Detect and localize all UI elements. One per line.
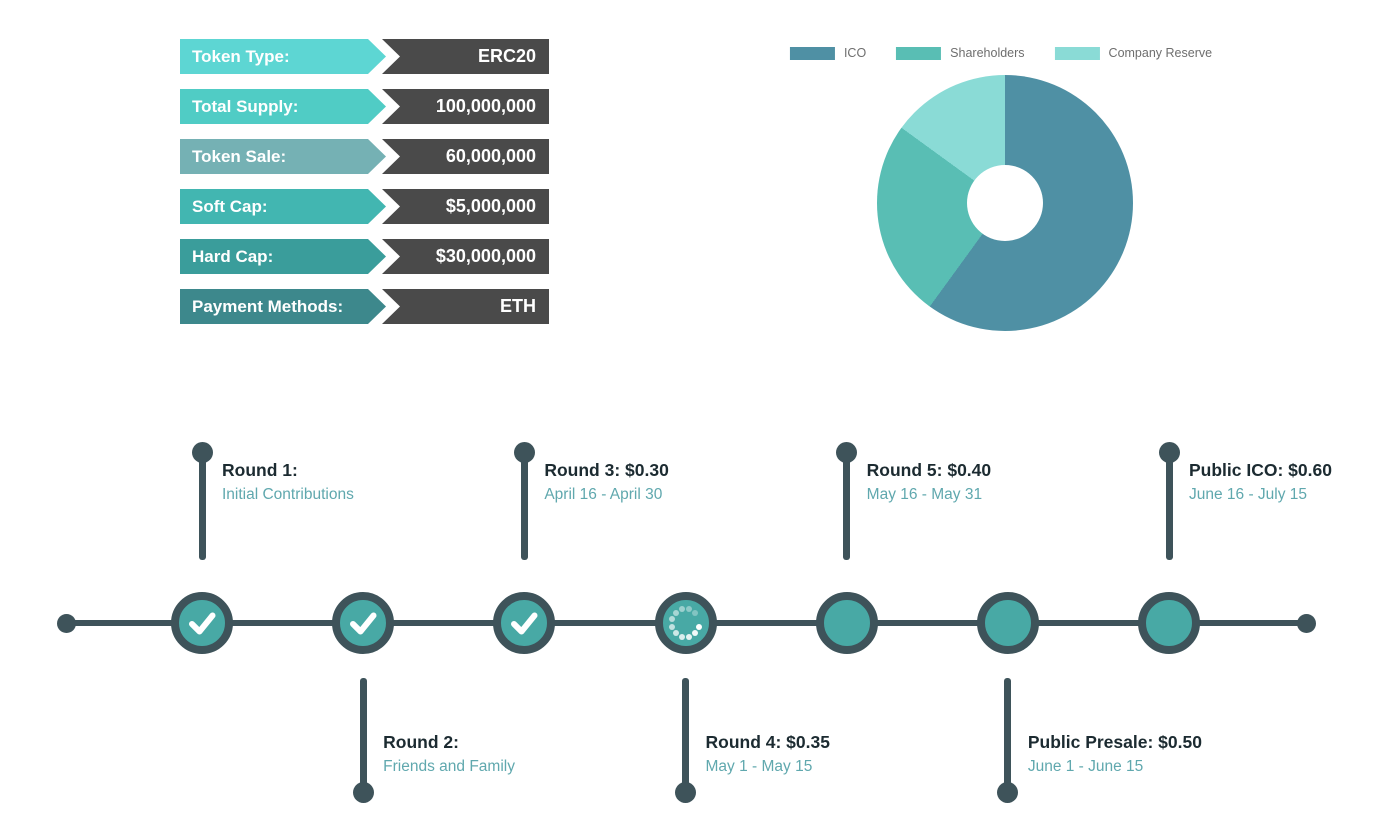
check-icon [511, 612, 538, 635]
pie-legend: ICO Shareholders Company Reserve [789, 46, 1213, 60]
legend-item-shareholders[interactable]: Shareholders [896, 46, 1025, 60]
milestone-subtitle: April 16 - April 30 [544, 486, 663, 503]
milestone-title: Round 1: [222, 460, 298, 480]
check-icon [350, 612, 377, 635]
milestone-connector-dot [836, 442, 858, 463]
token-table-row: Total Supply: 100,000,000 [180, 89, 549, 124]
legend-item-ico[interactable]: ICO [789, 46, 867, 60]
milestone-connector-line [682, 678, 689, 790]
token-row-label-token-type: Token Type: [180, 39, 386, 74]
timeline-node-public-ico-0-60-upcoming [1138, 592, 1200, 654]
milestone-label-round-1: Round 1: Initial Contributions [222, 458, 354, 507]
token-table-row: Token Sale: 60,000,000 [180, 139, 549, 174]
token-table-row: Payment Methods: ETH [180, 289, 549, 324]
milestone-title: Round 5: $0.40 [866, 460, 992, 480]
legend-swatch [789, 46, 835, 60]
milestone-connector-line [198, 452, 206, 560]
milestone-subtitle: May 16 - May 31 [866, 486, 983, 503]
spinner-icon [663, 600, 709, 646]
timeline-node-round-2-complete [332, 592, 395, 654]
milestone-label-round-2: Round 2: Friends and Family [383, 730, 515, 779]
token-table-row: Soft Cap: $5,000,000 [180, 189, 549, 224]
token-row-value-token-sale: 60,000,000 [382, 139, 549, 174]
milestone-title: Round 4: $0.35 [705, 732, 830, 752]
token-row-label-total-supply: Total Supply: [180, 89, 386, 124]
legend-swatch [896, 46, 942, 60]
timeline-node-round-5-0-40-upcoming [815, 592, 878, 654]
milestone-subtitle: June 16 - July 15 [1189, 486, 1308, 503]
timeline-end-dot [1297, 614, 1316, 633]
milestone-subtitle: May 1 - May 15 [705, 758, 813, 775]
token-row-value-payment-methods: ETH [382, 289, 549, 324]
milestone-connector-line [1004, 678, 1012, 790]
donut-hole [967, 165, 1043, 241]
timeline-node-round-4-0-35-in-progress [654, 592, 717, 654]
legend-label: ICO [843, 46, 867, 60]
token-row-label-hard-cap: Hard Cap: [180, 239, 386, 274]
milestone-label-round-3-0-30: Round 3: $0.30 April 16 - April 30 [544, 458, 668, 507]
token-info-table: Token Type: ERC20 Total Supply: 100,000,… [180, 39, 549, 339]
check-icon [189, 612, 216, 635]
timeline-start-dot [57, 614, 76, 633]
token-table-row: Hard Cap: $30,000,000 [180, 239, 549, 274]
milestone-connector-dot [352, 782, 374, 803]
milestone-connector-dot [675, 782, 696, 803]
token-row-value-total-supply: 100,000,000 [382, 89, 549, 124]
milestone-title: Round 3: $0.30 [544, 460, 669, 480]
token-table-row: Token Type: ERC20 [180, 39, 549, 74]
milestone-connector-dot [191, 442, 213, 463]
token-row-value-soft-cap: $5,000,000 [382, 189, 549, 224]
timeline-node-round-1-complete [171, 592, 233, 654]
milestone-connector-dot [513, 442, 535, 463]
legend-label: Shareholders [950, 46, 1025, 60]
milestone-connector-dot [997, 782, 1019, 803]
milestone-label-public-presale-0-50: Public Presale: $0.50 June 1 - June 15 [1028, 730, 1202, 779]
milestone-subtitle: June 1 - June 15 [1027, 758, 1144, 775]
legend-swatch [1054, 46, 1100, 60]
token-row-label-soft-cap: Soft Cap: [180, 189, 386, 224]
token-row-value-hard-cap: $30,000,000 [382, 239, 549, 274]
milestone-connector-dot [1158, 442, 1180, 463]
timeline-node-public-presale-0-50-upcoming [976, 592, 1039, 654]
token-row-label-token-sale: Token Sale: [180, 139, 386, 174]
milestone-label-round-5-0-40: Round 5: $0.40 May 16 - May 31 [867, 458, 991, 507]
milestone-label-public-ico-0-60: Public ICO: $0.60 June 16 - July 15 [1189, 458, 1332, 507]
legend-item-company-reserve[interactable]: Company Reserve [1054, 46, 1213, 60]
milestone-subtitle: Friends and Family [383, 758, 515, 775]
legend-label: Company Reserve [1108, 46, 1213, 60]
timeline-node-round-3-0-30-complete [493, 592, 556, 654]
milestone-title: Public ICO: $0.60 [1189, 460, 1332, 480]
milestone-title: Public Presale: $0.50 [1027, 732, 1202, 752]
milestone-connector-line [520, 452, 528, 560]
milestone-connector-line [359, 678, 367, 790]
milestone-label-round-4-0-35: Round 4: $0.35 May 1 - May 15 [706, 730, 830, 779]
milestone-title: Round 2: [383, 732, 459, 752]
token-row-value-token-type: ERC20 [382, 39, 549, 74]
milestone-connector-line [843, 452, 851, 560]
milestone-connector-line [1165, 452, 1173, 560]
milestone-subtitle: Initial Contributions [222, 486, 354, 503]
token-row-label-payment-methods: Payment Methods: [180, 289, 386, 324]
